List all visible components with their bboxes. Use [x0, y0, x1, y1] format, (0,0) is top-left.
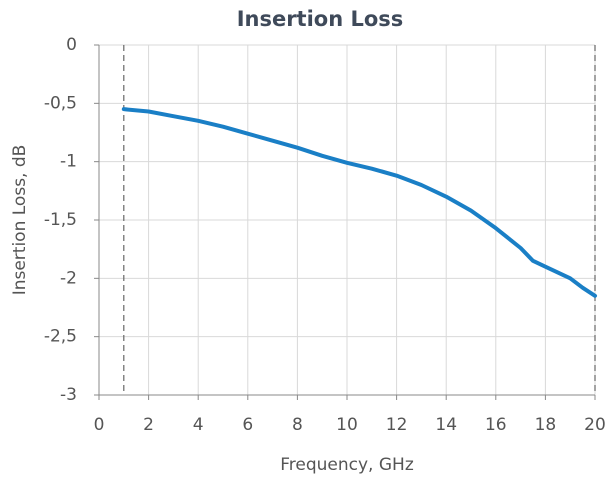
y-tick-label: -3 [60, 385, 77, 405]
data-line [121, 107, 597, 298]
y-tick-label: -0,5 [44, 93, 77, 113]
y-tick-label: -2 [60, 268, 77, 288]
x-tick-label: 6 [242, 415, 253, 435]
x-axis-label: Frequency, GHz [280, 455, 414, 475]
y-tick-label: 0 [66, 35, 77, 55]
x-tick-label: 12 [386, 415, 408, 435]
x-tick-label: 0 [94, 415, 105, 435]
x-tick-label: 18 [535, 415, 557, 435]
x-tick-label: 2 [143, 415, 154, 435]
y-tick-label: -1,5 [44, 210, 77, 230]
x-tick-label: 14 [435, 415, 457, 435]
y-axis-label: Insertion Loss, dB [10, 145, 30, 296]
x-tick-label: 16 [485, 415, 507, 435]
y-tick-label: -2,5 [44, 327, 77, 347]
x-tick-label: 20 [584, 415, 606, 435]
y-tick-label: -1 [60, 152, 77, 172]
chart-title: Insertion Loss [237, 7, 404, 31]
x-tick-label: 10 [336, 415, 358, 435]
x-tick-label: 4 [193, 415, 204, 435]
x-tick-label: 8 [292, 415, 303, 435]
